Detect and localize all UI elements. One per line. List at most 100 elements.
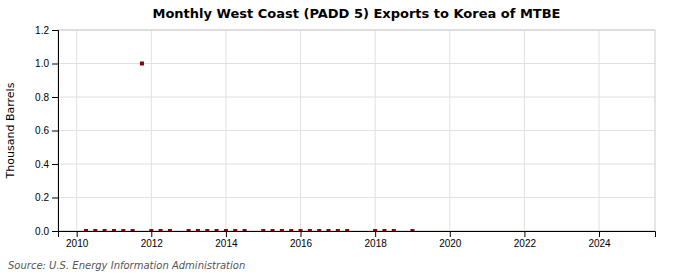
plot-frame (58, 30, 655, 231)
chart: 201020122014201620182020202220240.00.20.… (0, 0, 675, 275)
tick-label: 0.2 (35, 192, 49, 203)
point (187, 229, 191, 231)
tick-label: 2024 (588, 238, 611, 249)
point (392, 229, 396, 231)
grid-line (151, 30, 152, 231)
point (131, 229, 135, 231)
tick-mark (77, 231, 78, 237)
point (215, 229, 219, 231)
point (336, 229, 340, 231)
point (299, 229, 303, 231)
point (224, 229, 228, 231)
tick-mark (151, 231, 152, 237)
tick: 2014 (215, 231, 238, 249)
tick-mark (226, 231, 227, 237)
point (410, 229, 414, 231)
x-axis: 2010 2012 2014 2016 2018 2020 2022 2024 (59, 231, 656, 249)
grid-line (300, 30, 301, 231)
tick-mark (375, 231, 376, 237)
axis-line (52, 31, 59, 232)
y-axis: 0.0 0.2 0.4 0.6 0.8 1.0 1.2 (35, 25, 58, 237)
point (93, 229, 97, 231)
tick-mark (52, 64, 58, 65)
point (289, 229, 293, 231)
grid (58, 30, 655, 231)
point (121, 229, 125, 231)
point (149, 229, 153, 231)
tick-mark (524, 231, 525, 237)
tick: 2012 (141, 231, 164, 249)
axis-line (59, 232, 656, 238)
point (271, 229, 275, 231)
point (84, 229, 88, 231)
point (159, 229, 163, 231)
grid-line (225, 30, 226, 231)
tick-mark (52, 164, 58, 165)
tick-mark (450, 231, 451, 237)
tick: 1.0 (35, 58, 58, 69)
tick: 0.4 (35, 159, 58, 170)
tick-label: 0.8 (35, 92, 49, 103)
point (103, 229, 107, 231)
tick-label: 0.4 (35, 159, 49, 170)
tick-label: 2022 (514, 238, 537, 249)
title: Monthly West Coast (PADD 5) Exports to K… (153, 6, 561, 21)
grid-line (599, 30, 600, 231)
grid-line (449, 30, 450, 231)
tick: 2024 (588, 231, 611, 249)
tick: 2020 (439, 231, 462, 249)
grid-line (76, 30, 77, 231)
point (382, 229, 386, 231)
tick-label: 0.6 (35, 125, 49, 136)
source: Source: U.S. Energy Information Administ… (8, 260, 245, 271)
tick-label: 2020 (439, 238, 462, 249)
point (243, 229, 247, 231)
tick-mark (52, 198, 58, 199)
grid-line (58, 130, 655, 131)
grid-line (375, 30, 376, 231)
tick: 2018 (365, 231, 388, 249)
tick-label: 1.0 (35, 58, 49, 69)
grid-line (58, 63, 655, 64)
point (261, 229, 265, 231)
point (327, 229, 331, 231)
tick: 0.2 (35, 192, 58, 203)
tick: 0.8 (35, 92, 58, 103)
tick: 1.2 (35, 25, 58, 36)
point (112, 229, 116, 231)
point (280, 229, 284, 231)
plot: 201020122014201620182020202220240.00.20.… (35, 25, 655, 249)
point (317, 229, 321, 231)
tick: 2016 (290, 231, 313, 249)
point (373, 229, 377, 231)
tick-label: 0.0 (35, 226, 49, 237)
tick: 2010 (66, 231, 89, 249)
point (233, 229, 237, 231)
tick-label: 2016 (290, 238, 313, 249)
point (205, 229, 209, 231)
tick-label: 2012 (141, 238, 164, 249)
grid-line (58, 164, 655, 165)
grid-line (58, 97, 655, 98)
tick-label: 1.2 (35, 25, 49, 36)
tick: 2022 (514, 231, 537, 249)
tick-mark (301, 231, 302, 237)
point (345, 229, 349, 231)
y-axis-label: Thousand Barrels (4, 82, 17, 179)
grid-line (524, 30, 525, 231)
tick-mark (52, 30, 58, 31)
point (308, 229, 312, 231)
tick-mark (52, 131, 58, 132)
tick-mark (52, 231, 58, 232)
grid-line (58, 197, 655, 198)
tick-mark (599, 231, 600, 237)
tick-label: 2010 (66, 238, 89, 249)
tick: 0.6 (35, 125, 58, 136)
tick-mark (52, 97, 58, 98)
points (84, 62, 414, 232)
tick: 0.0 (35, 226, 58, 237)
point (140, 62, 144, 66)
point (196, 229, 200, 231)
tick-label: 2018 (365, 238, 388, 249)
tick-label: 2014 (215, 238, 238, 249)
